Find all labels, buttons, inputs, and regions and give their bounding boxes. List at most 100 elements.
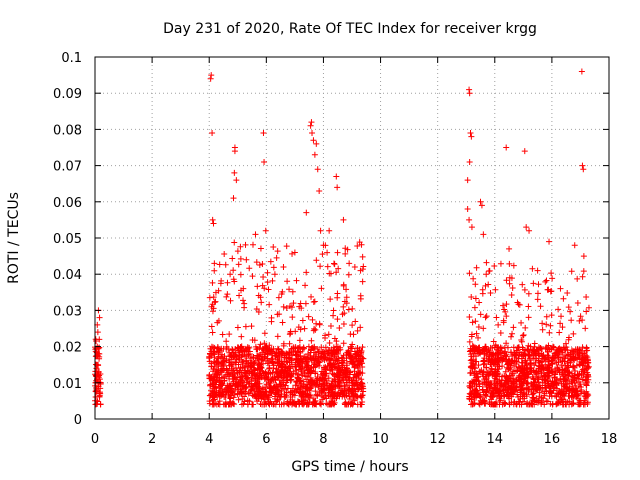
data-point <box>506 260 513 267</box>
data-point <box>464 206 471 213</box>
data-point <box>326 346 333 353</box>
data-point <box>223 293 230 300</box>
data-point <box>543 388 550 395</box>
data-point <box>467 130 474 137</box>
data-point <box>494 368 501 375</box>
data-point <box>278 291 285 298</box>
data-point <box>239 378 246 385</box>
data-point <box>499 363 506 370</box>
data-point <box>468 359 475 366</box>
data-point <box>525 371 532 378</box>
data-point <box>355 375 362 382</box>
x-tick-label: 18 <box>601 432 618 447</box>
data-point <box>241 364 248 371</box>
data-point <box>485 357 492 364</box>
data-point <box>495 351 502 358</box>
data-point <box>309 316 316 323</box>
data-point <box>474 374 481 381</box>
data-point <box>351 368 358 375</box>
data-point <box>330 307 337 314</box>
data-point <box>503 144 510 151</box>
data-point <box>554 400 561 407</box>
data-point <box>341 382 348 389</box>
data-point <box>279 319 286 326</box>
data-point <box>340 282 347 289</box>
data-point <box>97 390 104 397</box>
data-point <box>521 286 528 293</box>
data-point <box>467 382 474 389</box>
data-point <box>508 372 515 379</box>
data-point <box>578 358 585 365</box>
data-point <box>286 340 293 347</box>
data-point <box>243 256 250 263</box>
data-point <box>521 347 528 354</box>
data-point <box>255 387 262 394</box>
data-point <box>488 396 495 403</box>
data-point <box>579 344 586 351</box>
data-point <box>510 324 517 331</box>
data-point <box>558 313 565 320</box>
data-point <box>483 346 490 353</box>
data-point <box>354 348 361 355</box>
data-point <box>542 345 549 352</box>
y-tick-label: 0.01 <box>53 377 82 392</box>
data-point <box>476 393 483 400</box>
data-point <box>307 122 314 129</box>
data-point <box>293 277 300 284</box>
data-point <box>335 350 342 357</box>
data-point <box>320 370 327 377</box>
data-point <box>268 389 275 396</box>
data-point <box>585 373 592 380</box>
data-point <box>210 358 217 365</box>
data-point <box>471 393 478 400</box>
data-point <box>352 358 359 365</box>
data-point <box>579 376 586 383</box>
data-point <box>538 370 545 377</box>
data-point <box>264 360 271 367</box>
data-point <box>229 255 236 262</box>
data-point <box>526 352 533 359</box>
data-point <box>346 396 353 403</box>
data-point <box>297 326 304 333</box>
data-point <box>533 355 540 362</box>
data-point <box>497 260 504 267</box>
data-point <box>521 350 528 357</box>
data-point <box>283 304 290 311</box>
data-point <box>215 287 222 294</box>
data-point <box>492 286 499 293</box>
data-point <box>292 382 299 389</box>
data-point <box>542 278 549 285</box>
data-point <box>211 267 218 274</box>
data-point <box>257 372 264 379</box>
data-point <box>539 379 546 386</box>
data-point <box>511 351 518 358</box>
data-point <box>286 286 293 293</box>
data-point <box>305 313 312 320</box>
data-point <box>569 363 576 370</box>
data-point <box>314 377 321 384</box>
data-point <box>580 166 587 173</box>
data-point <box>333 382 340 389</box>
data-point <box>228 401 235 408</box>
data-point <box>260 360 267 367</box>
data-point <box>209 279 216 286</box>
data-point <box>360 355 367 362</box>
data-point <box>299 317 306 324</box>
data-point <box>291 400 298 407</box>
data-point <box>270 360 277 367</box>
data-point <box>520 379 527 386</box>
data-point <box>221 251 228 258</box>
data-point <box>308 367 315 374</box>
data-point <box>475 378 482 385</box>
data-point <box>562 390 569 397</box>
data-point <box>499 401 506 408</box>
data-point <box>225 384 232 391</box>
data-point <box>512 384 519 391</box>
data-point <box>547 322 554 329</box>
data-point <box>509 330 516 337</box>
y-axis-label: ROTI / TECUs <box>6 192 22 284</box>
data-point <box>475 334 482 341</box>
data-point <box>259 261 266 268</box>
data-point <box>265 286 272 293</box>
data-point <box>302 396 309 403</box>
